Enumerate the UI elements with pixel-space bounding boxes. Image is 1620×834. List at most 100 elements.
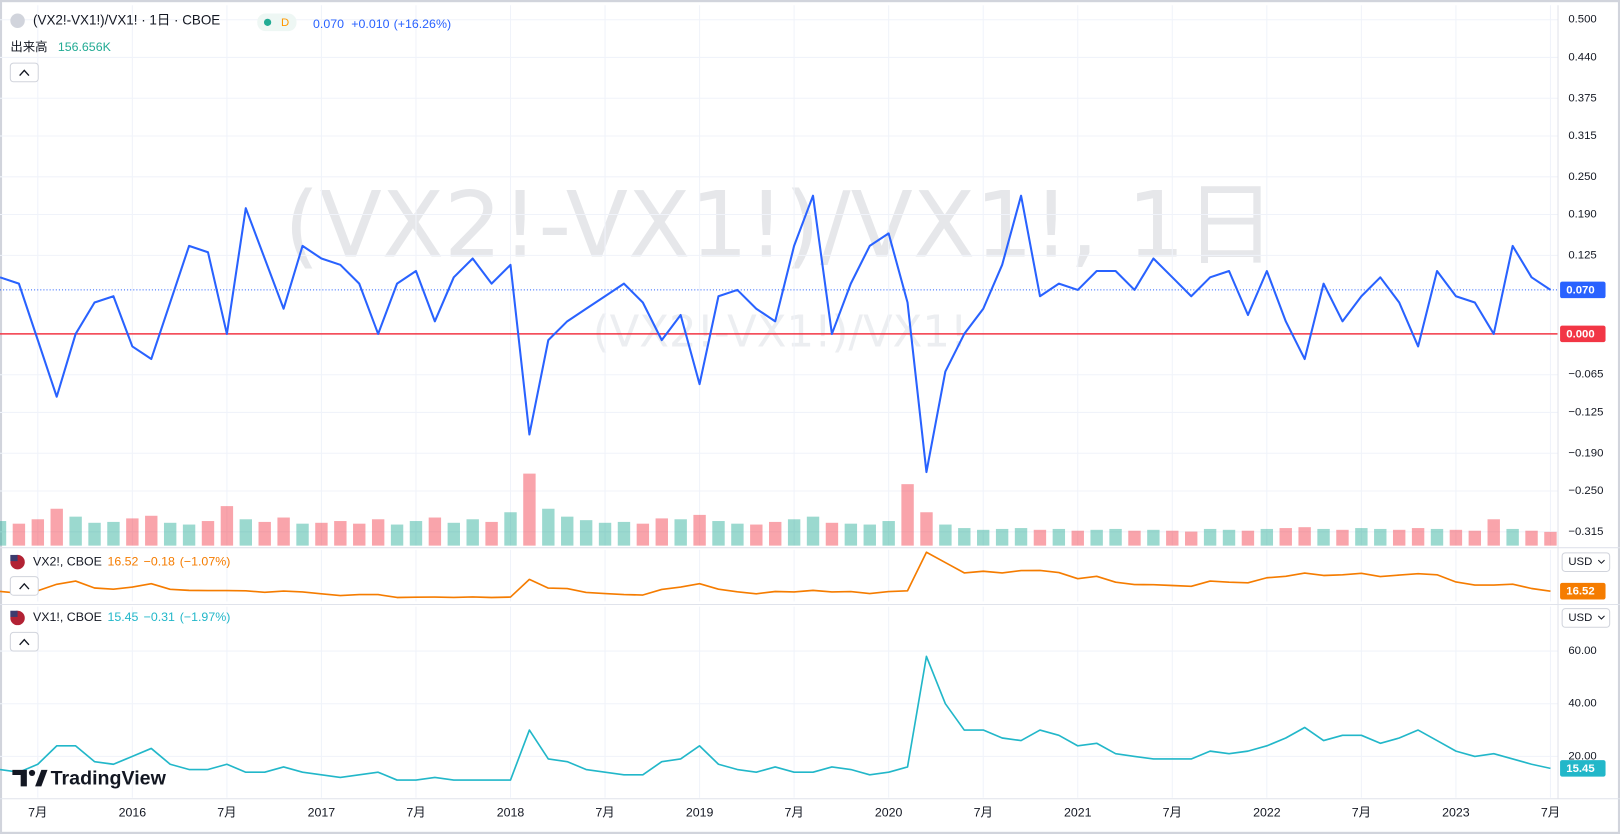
price-badge-label: 16.52 — [1566, 586, 1594, 598]
currency-label: USD — [1568, 612, 1592, 624]
volume-bar — [1109, 528, 1122, 546]
volume-bar — [561, 516, 574, 546]
volume-bar — [1525, 530, 1538, 546]
volume-bar — [504, 512, 517, 546]
volume-bar — [485, 521, 498, 546]
volume-bar — [1184, 531, 1198, 546]
volume-bar — [674, 519, 687, 546]
volume-bar — [239, 519, 253, 546]
flag-canton — [10, 554, 18, 562]
volume-bar — [353, 523, 366, 546]
volume-bar — [1430, 528, 1444, 546]
volume-bar — [523, 473, 536, 546]
series-name[interactable]: VX1!, CBOE — [33, 610, 102, 624]
chevron — [1597, 615, 1605, 620]
currency-box[interactable] — [1561, 608, 1611, 628]
collapse-button-box[interactable] — [9, 631, 39, 652]
collapse-button-box[interactable] — [9, 62, 39, 83]
collapse-button[interactable] — [9, 62, 39, 83]
y-tick-label: −0.190 — [1568, 447, 1603, 459]
volume-bar — [447, 522, 460, 546]
marks — [0, 194, 1559, 781]
x-tick-label: 7月 — [217, 805, 236, 819]
x-tick-label: 2019 — [686, 805, 714, 819]
legend-change-pct: (+16.26%) — [394, 17, 451, 31]
series-line — [0, 194, 1552, 474]
logo-mark — [12, 769, 27, 787]
volume-bar — [787, 519, 801, 546]
y-tick-label: 0.375 — [1568, 92, 1596, 104]
currency-select[interactable]: USD — [1561, 608, 1611, 628]
volume-bar — [428, 517, 442, 546]
x-tick-label: 7月 — [974, 805, 993, 819]
volume-bar — [315, 522, 328, 546]
volume-bar — [182, 524, 196, 546]
volume-bar — [825, 522, 839, 546]
series-line — [0, 655, 1551, 781]
series-last: 16.52 — [107, 554, 138, 568]
volume-bar — [1506, 528, 1519, 546]
volume-bar — [145, 515, 158, 546]
volume-bar — [1147, 529, 1160, 546]
volume-bar — [409, 521, 423, 546]
collapse-button[interactable] — [9, 631, 39, 652]
volume-bar — [655, 518, 668, 546]
currency-box[interactable] — [1561, 552, 1611, 572]
volume-bar — [1544, 531, 1557, 546]
chevron — [19, 582, 30, 590]
status-pill — [257, 13, 297, 32]
volume-bar — [1222, 529, 1236, 546]
volume-bar — [1487, 519, 1500, 546]
volume-bar — [1317, 528, 1330, 546]
volume-bar — [1279, 528, 1292, 546]
y-tick-label: 60.00 — [1568, 645, 1596, 657]
volume-bar — [617, 521, 631, 546]
series-change-pct: (−1.97%) — [180, 610, 231, 624]
x-tick-label: 7月 — [28, 805, 47, 819]
volume-bar — [1449, 529, 1463, 546]
legend-title[interactable]: (VX2!-VX1!)/VX1! · 1日 · CBOE — [33, 12, 220, 27]
volume-bar — [1052, 528, 1066, 546]
volume-bar — [201, 521, 215, 546]
volume-bar — [636, 523, 650, 546]
volume-bar — [126, 518, 139, 546]
volume-bar — [882, 521, 895, 546]
price-badge-label: 0.000 — [1566, 328, 1594, 340]
chevron — [19, 638, 30, 646]
volume-bar — [1128, 530, 1141, 546]
volume-bar — [598, 522, 612, 546]
volume-bar — [1374, 528, 1387, 546]
currency-label: USD — [1568, 556, 1592, 568]
brand-name: TradingView — [51, 767, 167, 789]
series-name[interactable]: VX2!, CBOE — [33, 554, 102, 568]
y-tick-label: 40.00 — [1568, 698, 1596, 710]
volume-bar — [958, 528, 971, 546]
volume-bar — [844, 523, 858, 546]
volume-bar — [258, 521, 271, 546]
volume-legend-value: 156.656K — [58, 40, 112, 54]
volume-bar — [920, 512, 933, 546]
y-tick-label: 0.190 — [1568, 209, 1596, 221]
volume-bar — [995, 528, 1009, 546]
volume-bar — [712, 521, 725, 546]
collapse-button-box[interactable] — [9, 576, 39, 596]
volume-bar — [1241, 530, 1255, 546]
volume-bar — [1033, 529, 1047, 546]
logo-mark — [35, 769, 48, 787]
legend-last: 0.070 — [313, 17, 344, 31]
x-tick-label: 7月 — [784, 805, 803, 819]
volume-bar — [1260, 528, 1274, 546]
volume-bar — [371, 519, 385, 546]
collapse-button[interactable] — [9, 576, 39, 596]
volume-bar — [1166, 530, 1179, 546]
currency-select[interactable]: USD — [1561, 552, 1611, 572]
x-tick-label: 2022 — [1253, 805, 1281, 819]
price-badge-label: 0.070 — [1566, 284, 1594, 296]
watermark-subtitle: (VX2!-VX1!)/VX1! — [593, 307, 968, 357]
volume-bar — [579, 520, 593, 546]
volume-bar — [901, 484, 914, 546]
volume-bar — [69, 516, 82, 546]
